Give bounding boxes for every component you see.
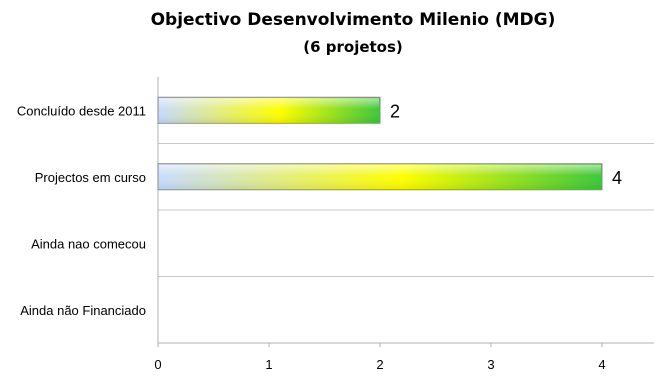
- x-tick-label: 1: [265, 357, 272, 372]
- category-label: Ainda nao comecou: [31, 236, 146, 251]
- plot-area: 0 1 2 3 4 Concluído desde 2011 2 Projectos em c…: [17, 77, 654, 372]
- bar-highlight: [159, 98, 379, 123]
- data-label: 2: [390, 101, 400, 121]
- chart-subtitle: (6 projetos): [303, 38, 403, 56]
- x-tick-label: 2: [376, 357, 383, 372]
- x-tick-label: 0: [154, 357, 161, 372]
- x-tick-label: 4: [598, 357, 605, 372]
- bar-highlight: [159, 164, 601, 189]
- chart-title: Objectivo Desenvolvimento Milenio (MDG): [151, 10, 556, 30]
- category-label: Concluído desde 2011: [17, 103, 146, 118]
- category-label: Ainda não Financiado: [20, 303, 146, 318]
- category-label: Projectos em curso: [35, 170, 146, 185]
- x-tick-label: 3: [487, 357, 494, 372]
- data-label: 4: [612, 168, 622, 188]
